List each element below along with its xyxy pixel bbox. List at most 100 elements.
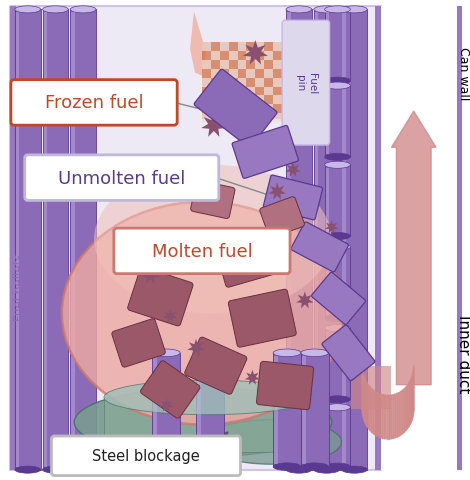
Ellipse shape: [325, 154, 351, 161]
Bar: [255, 43, 264, 52]
Bar: [282, 52, 291, 61]
Bar: [255, 114, 264, 123]
Polygon shape: [268, 183, 286, 200]
Ellipse shape: [325, 463, 351, 470]
Bar: [196, 353, 224, 467]
Ellipse shape: [43, 466, 68, 473]
Bar: [246, 105, 255, 114]
Bar: [286, 11, 312, 469]
Polygon shape: [391, 395, 393, 439]
Bar: [71, 13, 75, 467]
Polygon shape: [406, 385, 407, 431]
Bar: [274, 356, 278, 464]
Text: Can wall: Can wall: [457, 47, 470, 100]
Ellipse shape: [314, 466, 339, 473]
FancyBboxPatch shape: [228, 289, 296, 348]
Ellipse shape: [314, 7, 339, 14]
Ellipse shape: [325, 83, 351, 90]
Polygon shape: [201, 113, 227, 137]
Bar: [343, 13, 346, 467]
Bar: [273, 61, 282, 70]
Bar: [352, 366, 391, 409]
FancyBboxPatch shape: [185, 337, 247, 395]
Ellipse shape: [70, 7, 96, 14]
Polygon shape: [363, 373, 364, 419]
Bar: [228, 105, 237, 114]
Polygon shape: [412, 373, 413, 419]
Ellipse shape: [104, 380, 312, 415]
Ellipse shape: [325, 7, 351, 14]
Bar: [202, 43, 211, 52]
Ellipse shape: [152, 349, 180, 357]
Bar: [237, 43, 246, 52]
Polygon shape: [159, 398, 173, 412]
Bar: [220, 96, 228, 105]
Ellipse shape: [301, 463, 329, 470]
Bar: [228, 52, 237, 61]
Ellipse shape: [286, 466, 312, 473]
Polygon shape: [364, 378, 365, 423]
Ellipse shape: [15, 7, 40, 14]
Bar: [273, 43, 282, 52]
Text: Fuel
pin: Fuel pin: [295, 73, 317, 94]
Ellipse shape: [203, 420, 342, 464]
Polygon shape: [368, 384, 369, 429]
Bar: [43, 11, 68, 469]
Bar: [326, 410, 329, 464]
Polygon shape: [190, 12, 206, 76]
Polygon shape: [243, 41, 268, 65]
Text: Inner duct: Inner duct: [456, 314, 470, 392]
Bar: [197, 356, 201, 464]
FancyBboxPatch shape: [263, 176, 322, 220]
FancyBboxPatch shape: [25, 156, 219, 201]
FancyBboxPatch shape: [194, 70, 277, 148]
Ellipse shape: [325, 78, 351, 85]
Polygon shape: [411, 378, 412, 423]
FancyBboxPatch shape: [257, 361, 313, 410]
Polygon shape: [381, 395, 383, 438]
Polygon shape: [377, 393, 379, 437]
Bar: [342, 11, 367, 469]
Polygon shape: [245, 370, 260, 385]
Bar: [220, 114, 228, 123]
Bar: [282, 87, 291, 96]
Ellipse shape: [325, 404, 351, 411]
Bar: [255, 96, 264, 105]
Bar: [273, 114, 282, 123]
FancyBboxPatch shape: [191, 181, 235, 219]
Bar: [326, 89, 329, 155]
FancyBboxPatch shape: [282, 21, 329, 145]
Ellipse shape: [286, 7, 312, 14]
Bar: [302, 356, 306, 464]
Ellipse shape: [15, 466, 40, 473]
Bar: [211, 70, 220, 79]
Bar: [44, 13, 47, 467]
Bar: [273, 96, 282, 105]
FancyBboxPatch shape: [216, 235, 275, 288]
Text: Molten fuel: Molten fuel: [151, 242, 252, 260]
Bar: [211, 52, 220, 61]
Polygon shape: [373, 390, 375, 435]
Bar: [153, 356, 157, 464]
Bar: [16, 13, 19, 467]
Bar: [326, 168, 329, 234]
Polygon shape: [408, 382, 410, 427]
FancyBboxPatch shape: [11, 81, 177, 126]
Ellipse shape: [325, 396, 351, 403]
Bar: [314, 11, 339, 469]
Text: Fuel pellets: Fuel pellets: [13, 253, 26, 321]
Ellipse shape: [196, 463, 224, 470]
Ellipse shape: [325, 244, 351, 251]
Bar: [457, 7, 462, 469]
Bar: [381, 7, 465, 469]
Ellipse shape: [196, 349, 224, 357]
Bar: [202, 96, 211, 105]
Ellipse shape: [325, 162, 351, 169]
Bar: [264, 52, 273, 61]
Bar: [70, 11, 96, 469]
Polygon shape: [410, 380, 411, 425]
Polygon shape: [365, 380, 366, 425]
FancyBboxPatch shape: [112, 319, 165, 367]
Polygon shape: [395, 394, 397, 438]
Bar: [220, 79, 228, 87]
